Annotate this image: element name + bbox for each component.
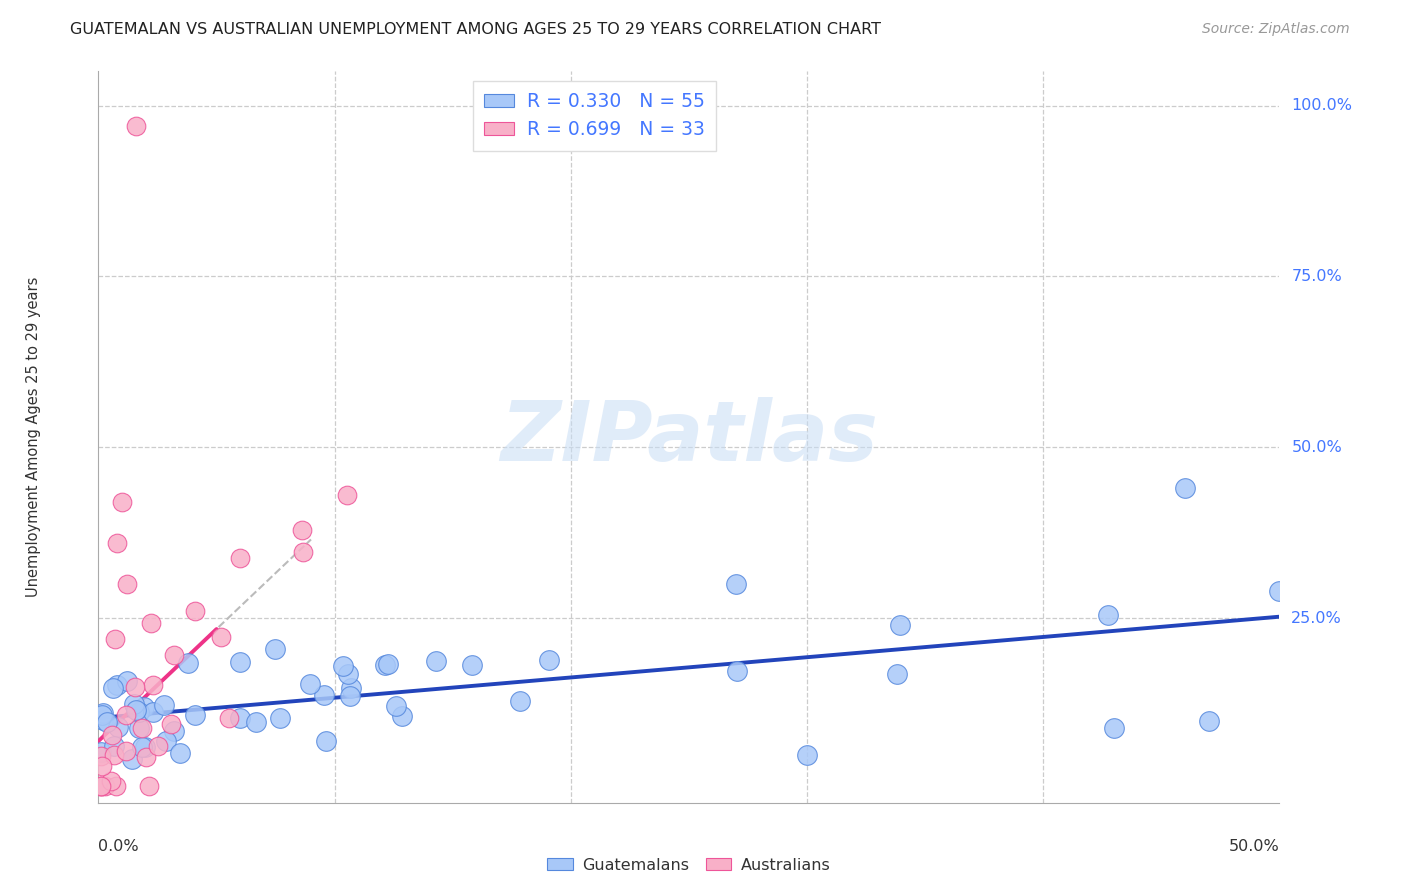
Point xyxy=(90,746,112,760)
Point xyxy=(391,709,413,723)
Point xyxy=(91,713,114,727)
Point xyxy=(128,706,150,720)
Point xyxy=(142,705,165,719)
Point xyxy=(115,743,138,757)
Point xyxy=(91,708,114,723)
Point xyxy=(425,655,447,669)
Point xyxy=(725,665,748,679)
Point xyxy=(101,681,124,695)
Point xyxy=(377,657,399,671)
Text: 50.0%: 50.0% xyxy=(1229,839,1279,855)
Point xyxy=(90,779,112,793)
Point xyxy=(91,706,114,721)
Point xyxy=(229,550,252,565)
Point xyxy=(103,747,125,762)
Text: ZIPatlas: ZIPatlas xyxy=(501,397,877,477)
Point xyxy=(538,653,561,667)
Point xyxy=(146,739,169,754)
Point xyxy=(101,728,124,742)
Legend: Guatemalans, Australians: Guatemalans, Australians xyxy=(541,851,837,879)
Point xyxy=(124,704,146,718)
Point xyxy=(107,720,129,734)
Point xyxy=(1198,714,1220,728)
Point xyxy=(169,746,191,760)
Text: 75.0%: 75.0% xyxy=(1291,268,1341,284)
Point xyxy=(1174,481,1197,495)
Point xyxy=(889,618,911,632)
Point xyxy=(1102,721,1125,735)
Point xyxy=(115,577,138,591)
Point xyxy=(135,750,157,764)
Text: 0.0%: 0.0% xyxy=(98,839,139,855)
Point xyxy=(128,721,150,735)
Point xyxy=(332,658,354,673)
Point xyxy=(1268,583,1291,598)
Point xyxy=(104,632,127,646)
Point xyxy=(122,697,145,711)
Point xyxy=(114,707,136,722)
Point xyxy=(152,698,174,713)
Point xyxy=(299,677,322,691)
Point xyxy=(131,739,153,754)
Point xyxy=(115,673,138,688)
Point xyxy=(132,700,155,714)
Point xyxy=(340,681,363,695)
Text: GUATEMALAN VS AUSTRALIAN UNEMPLOYMENT AMONG AGES 25 TO 29 YEARS CORRELATION CHAR: GUATEMALAN VS AUSTRALIAN UNEMPLOYMENT AM… xyxy=(70,22,882,37)
Point xyxy=(218,711,240,725)
Point xyxy=(121,752,143,766)
Point xyxy=(131,721,153,735)
Text: Unemployment Among Ages 25 to 29 years: Unemployment Among Ages 25 to 29 years xyxy=(25,277,41,598)
Point xyxy=(93,779,115,793)
Point xyxy=(111,495,134,509)
Point xyxy=(337,666,360,681)
Point xyxy=(155,733,177,747)
Point xyxy=(184,604,207,618)
Point xyxy=(90,748,112,763)
Point xyxy=(374,657,396,672)
Point xyxy=(292,545,315,559)
Point xyxy=(105,779,128,793)
Point xyxy=(177,656,200,670)
Point xyxy=(142,678,165,692)
Point xyxy=(315,734,337,748)
Point xyxy=(336,488,359,502)
Point xyxy=(124,680,146,694)
Point xyxy=(886,667,908,681)
Point xyxy=(160,717,183,731)
Point xyxy=(90,779,112,793)
Point xyxy=(105,536,128,550)
Point xyxy=(209,630,232,644)
Point xyxy=(163,648,186,662)
Point xyxy=(385,698,408,713)
Point xyxy=(725,577,748,591)
Point xyxy=(509,694,531,708)
Text: 50.0%: 50.0% xyxy=(1291,440,1341,455)
Point xyxy=(245,714,267,729)
Point xyxy=(339,690,361,704)
Point xyxy=(1097,607,1119,622)
Point xyxy=(134,739,156,754)
Point xyxy=(291,523,314,537)
Point xyxy=(96,715,118,730)
Point xyxy=(312,688,335,702)
Point xyxy=(229,655,252,669)
Point xyxy=(269,711,291,725)
Point xyxy=(90,779,112,793)
Point xyxy=(229,711,252,725)
Point xyxy=(90,759,112,773)
Text: Source: ZipAtlas.com: Source: ZipAtlas.com xyxy=(1202,22,1350,37)
Point xyxy=(125,119,148,133)
Point xyxy=(105,678,128,692)
Text: 100.0%: 100.0% xyxy=(1291,98,1353,113)
Point xyxy=(103,739,125,754)
Point xyxy=(141,616,163,631)
Point xyxy=(183,707,205,722)
Point xyxy=(163,723,186,738)
Point xyxy=(796,747,818,762)
Point xyxy=(461,657,484,672)
Point xyxy=(100,774,122,789)
Point xyxy=(138,779,160,793)
Text: 25.0%: 25.0% xyxy=(1291,611,1341,625)
Point xyxy=(264,641,287,656)
